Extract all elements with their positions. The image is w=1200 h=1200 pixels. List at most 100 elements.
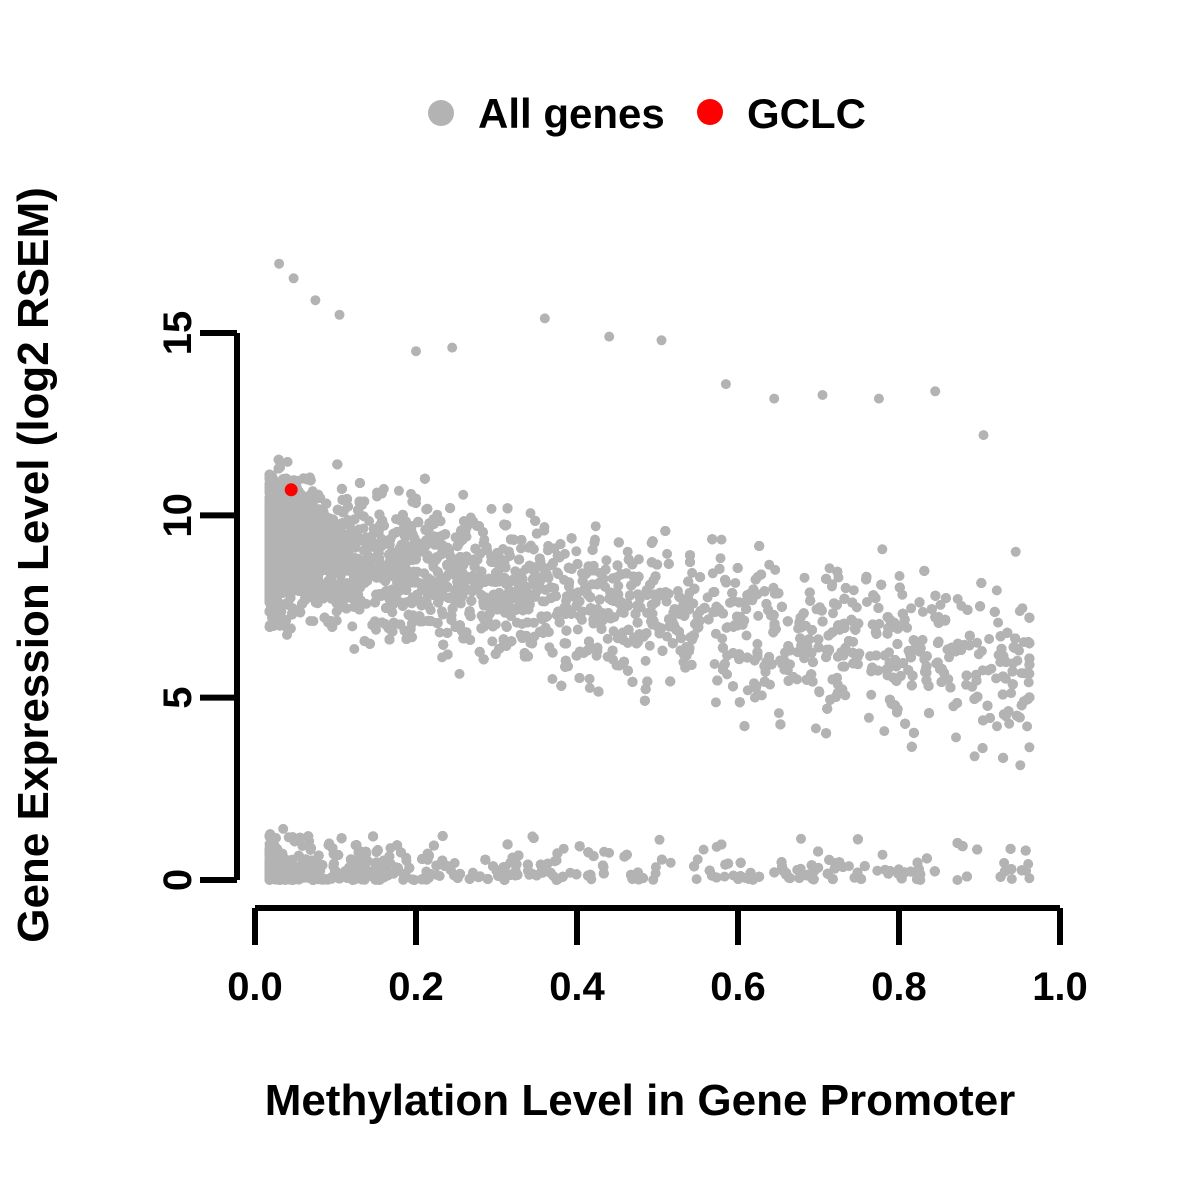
data-point xyxy=(894,571,905,581)
data-point xyxy=(584,673,595,684)
data-point xyxy=(1024,742,1035,753)
data-point xyxy=(906,603,917,614)
data-point xyxy=(393,485,404,496)
data-point xyxy=(986,663,997,674)
data-point xyxy=(640,655,651,666)
data-point xyxy=(434,627,445,638)
data-point xyxy=(753,610,764,621)
data-point xyxy=(487,636,498,647)
data-point xyxy=(710,697,721,708)
data-point xyxy=(999,857,1010,868)
data-point xyxy=(297,841,308,851)
data-point xyxy=(814,686,825,697)
all-genes-point-cloud xyxy=(264,258,1035,885)
data-point xyxy=(603,607,614,618)
data-point xyxy=(654,834,665,845)
data-point xyxy=(368,523,379,534)
data-point xyxy=(602,633,613,644)
data-point xyxy=(756,690,767,701)
data-point xyxy=(571,546,582,557)
data-point xyxy=(828,608,838,619)
data-point xyxy=(991,585,1002,596)
data-point xyxy=(863,712,874,723)
data-point xyxy=(601,555,612,566)
data-point xyxy=(719,871,730,882)
data-point xyxy=(709,659,720,669)
data-point xyxy=(976,646,987,656)
data-point xyxy=(1019,668,1030,679)
data-point xyxy=(877,544,888,555)
data-point xyxy=(454,668,465,679)
data-point xyxy=(347,621,358,632)
data-point xyxy=(661,596,672,607)
data-point xyxy=(516,543,526,554)
data-point xyxy=(1022,721,1033,732)
data-point xyxy=(951,732,961,743)
data-point xyxy=(282,456,293,467)
data-point xyxy=(716,534,727,545)
data-point xyxy=(662,548,673,559)
data-point xyxy=(434,871,445,881)
data-point xyxy=(992,721,1002,732)
data-point xyxy=(848,585,859,596)
data-point xyxy=(1024,873,1035,884)
data-point xyxy=(810,723,821,734)
data-point xyxy=(644,640,655,651)
data-point xyxy=(358,511,369,522)
data-point xyxy=(702,592,713,603)
data-point xyxy=(742,685,753,696)
data-point xyxy=(984,634,995,644)
data-point xyxy=(952,875,963,885)
data-point xyxy=(944,652,954,663)
data-point xyxy=(613,580,624,591)
data-point xyxy=(866,689,877,700)
data-point xyxy=(972,637,983,648)
data-point xyxy=(993,617,1004,628)
data-point xyxy=(599,846,610,857)
data-point xyxy=(872,865,883,876)
data-point xyxy=(1017,603,1028,614)
data-point xyxy=(698,844,709,855)
data-point xyxy=(792,864,803,875)
data-point xyxy=(584,683,595,693)
data-point xyxy=(1006,688,1017,699)
data-point xyxy=(349,644,360,654)
data-point xyxy=(917,606,928,617)
data-point xyxy=(730,578,741,588)
data-point xyxy=(511,617,522,628)
data-point xyxy=(877,849,888,860)
data-point xyxy=(1023,677,1034,688)
data-point xyxy=(486,503,497,514)
data-point xyxy=(590,534,600,545)
data-point xyxy=(799,572,810,583)
data-point xyxy=(879,726,890,737)
data-point xyxy=(650,862,661,873)
data-point xyxy=(824,563,835,574)
data-point xyxy=(308,616,319,627)
data-point xyxy=(665,857,676,868)
data-point xyxy=(1006,874,1017,884)
data-point xyxy=(935,599,946,610)
data-point xyxy=(1015,760,1026,771)
data-point xyxy=(773,708,784,719)
data-point xyxy=(969,751,980,762)
data-point xyxy=(796,833,806,844)
data-point xyxy=(572,624,583,635)
data-point xyxy=(764,559,775,570)
data-point xyxy=(710,628,721,639)
data-point xyxy=(741,630,752,641)
data-point xyxy=(458,489,469,500)
data-point xyxy=(552,567,563,578)
data-point xyxy=(590,521,601,532)
data-point xyxy=(691,874,702,885)
data-point xyxy=(622,546,633,557)
data-point xyxy=(525,508,536,519)
data-point xyxy=(861,597,872,607)
data-point xyxy=(547,674,558,684)
data-point xyxy=(752,638,763,649)
data-point xyxy=(687,567,698,578)
data-point xyxy=(647,608,658,619)
data-point xyxy=(648,874,659,885)
